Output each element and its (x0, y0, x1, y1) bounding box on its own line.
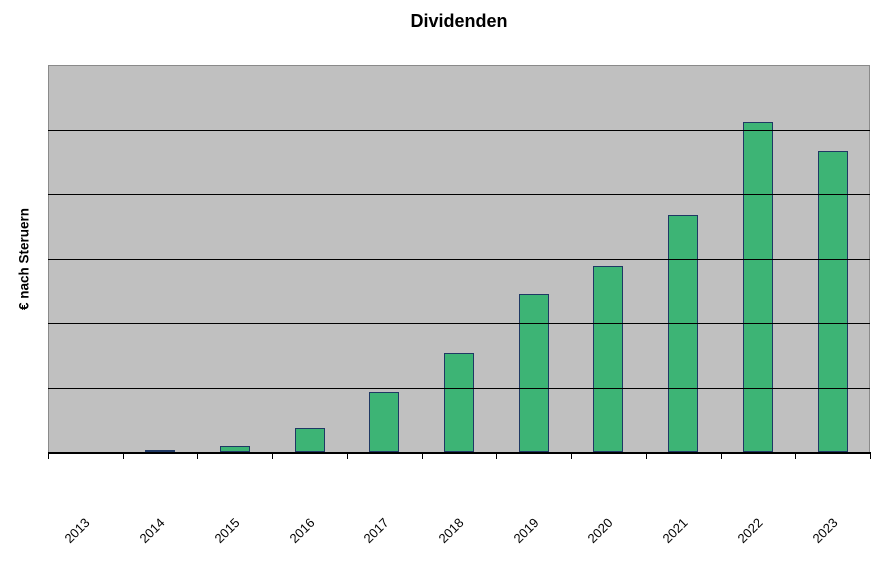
x-tick-label-2019: 2019 (510, 515, 542, 547)
x-axis-line (48, 452, 871, 454)
gridline (48, 388, 870, 389)
gridline (48, 130, 870, 131)
bar-2023 (818, 151, 848, 452)
y-axis-label: € nach Steruern (16, 207, 32, 310)
x-tick-label-2015: 2015 (211, 515, 243, 547)
axis-tick (795, 454, 796, 459)
bar-2017 (369, 392, 399, 452)
gridline (48, 323, 870, 324)
gridline (48, 259, 870, 260)
x-tick-label-2023: 2023 (809, 515, 841, 547)
axis-tick (422, 454, 423, 459)
x-tick-label-2021: 2021 (659, 515, 691, 547)
gridline (48, 194, 870, 195)
axis-tick (496, 454, 497, 459)
x-tick-label-2022: 2022 (734, 515, 766, 547)
axis-tick (646, 454, 647, 459)
bar-2020 (593, 266, 623, 452)
bar-2014 (145, 450, 175, 452)
axis-tick (870, 454, 871, 459)
x-tick-label-2018: 2018 (435, 515, 467, 547)
x-tick-label-2020: 2020 (584, 515, 616, 547)
axis-tick (123, 454, 124, 459)
bar-2019 (519, 294, 549, 452)
axis-tick (721, 454, 722, 459)
axis-tick (197, 454, 198, 459)
axis-tick (571, 454, 572, 459)
chart-title: Dividenden (410, 11, 508, 31)
axis-tick (347, 454, 348, 459)
bar-2016 (295, 428, 325, 452)
bar-2022 (743, 122, 773, 452)
axis-tick (272, 454, 273, 459)
bar-2018 (444, 353, 474, 452)
bar-2015 (220, 446, 250, 452)
axis-tick (48, 454, 49, 459)
x-tick-label-2016: 2016 (286, 515, 318, 547)
x-tick-label-2014: 2014 (136, 515, 168, 547)
x-tick-label-2017: 2017 (360, 515, 392, 547)
x-tick-label-2013: 2013 (61, 515, 93, 547)
bar-2021 (668, 215, 698, 452)
